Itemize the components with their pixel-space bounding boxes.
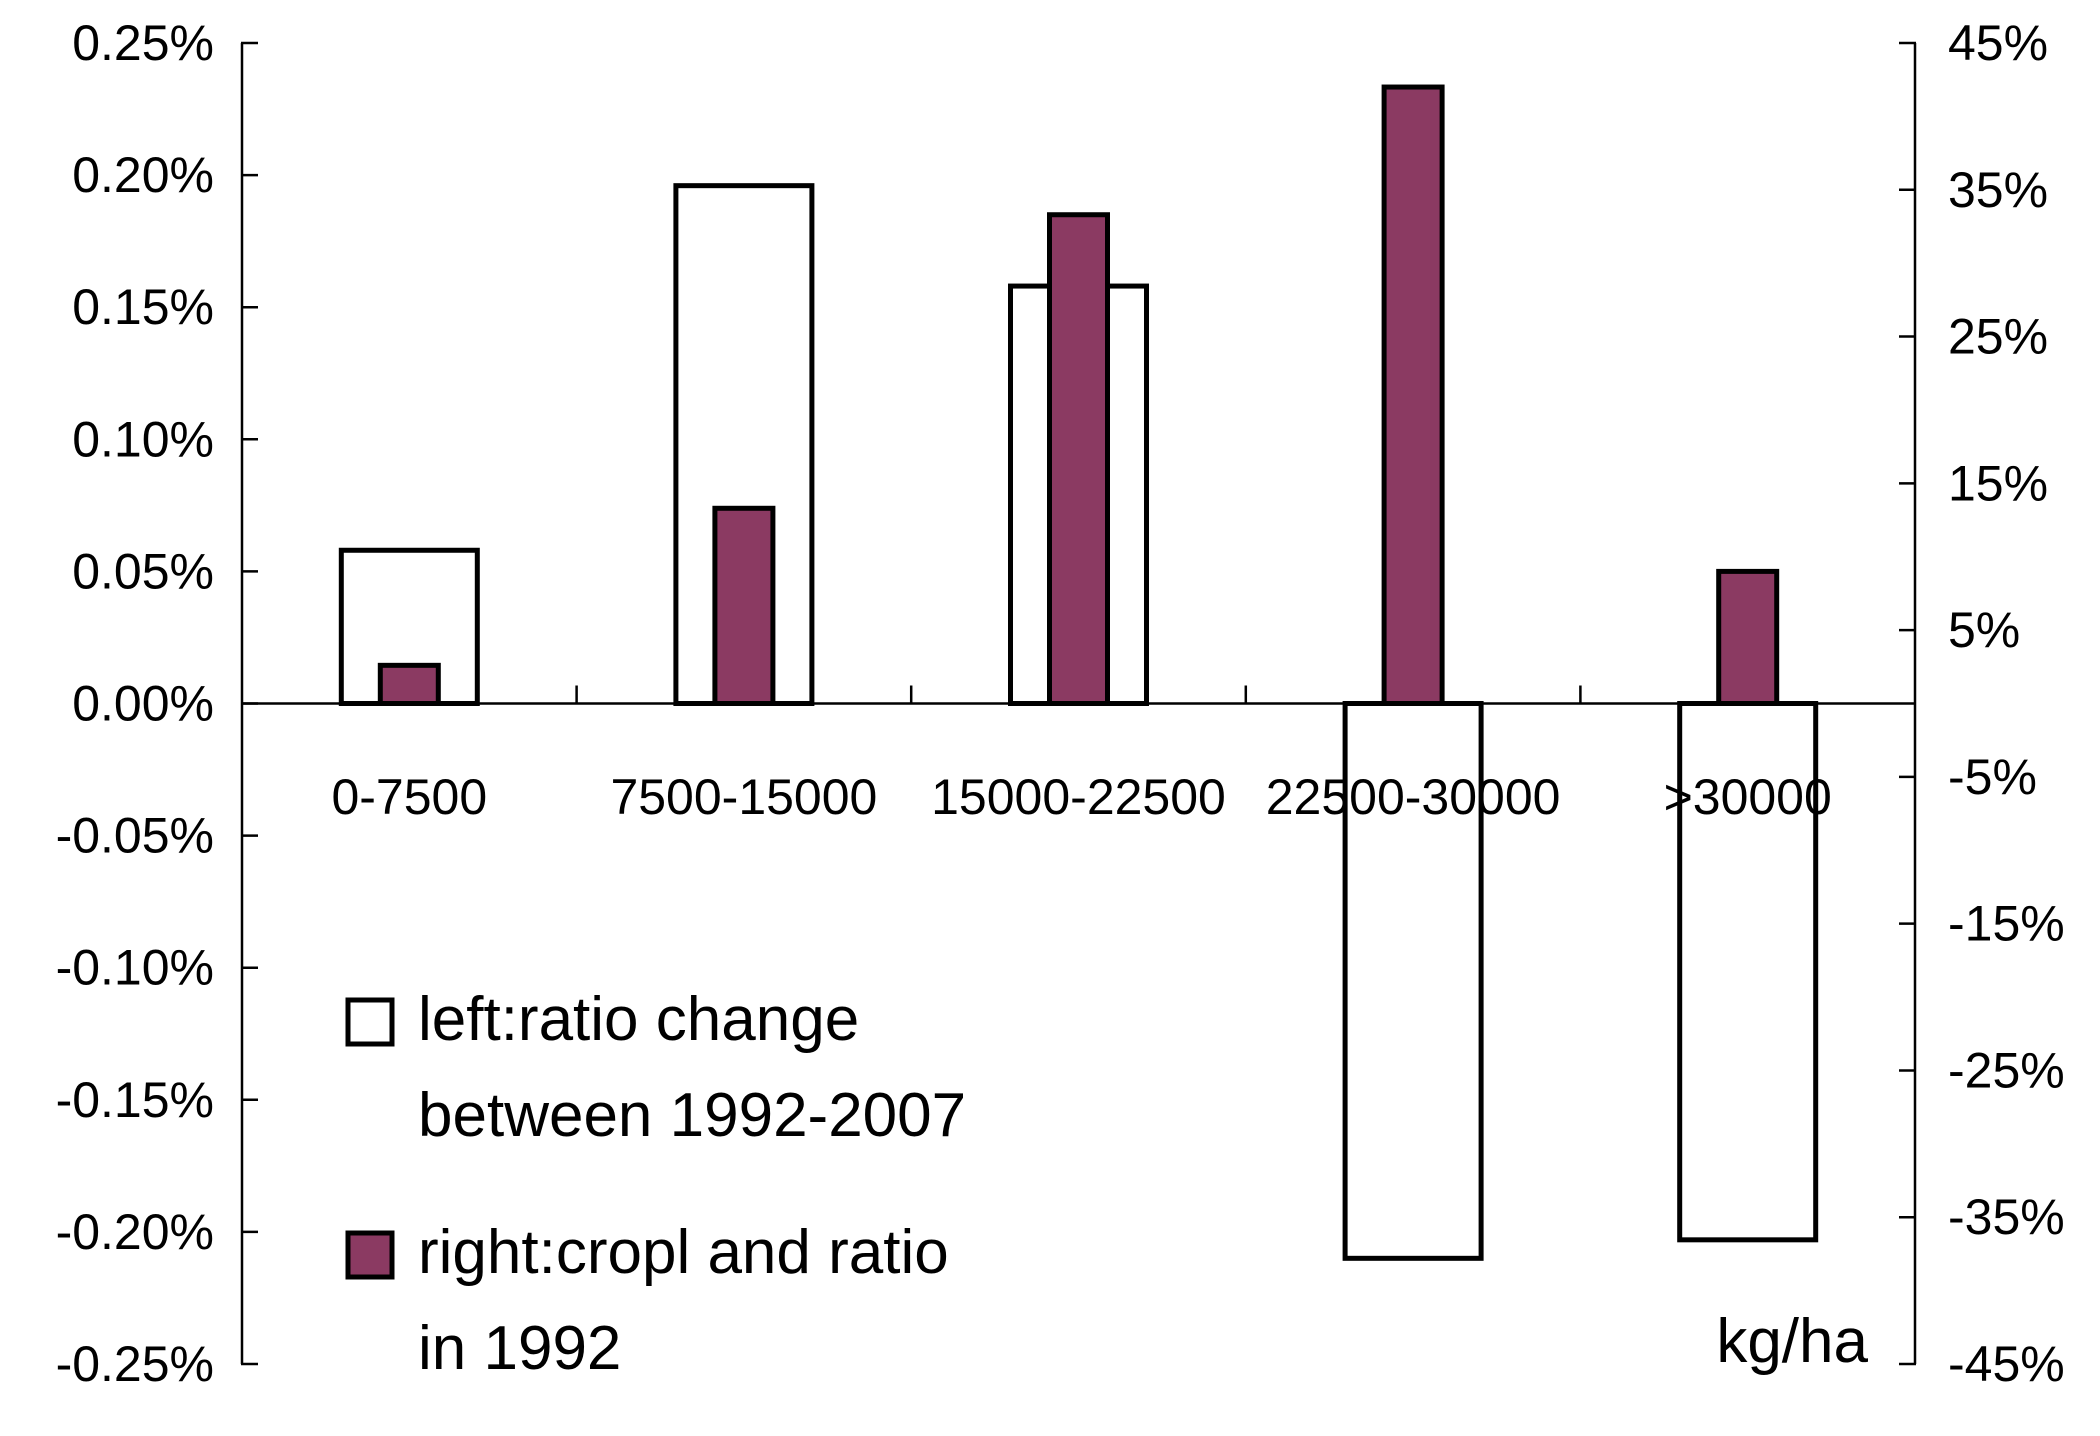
legend: left:ratio change between 1992-2007 right:…: [345, 985, 966, 1383]
left-tick-label: 0.25%: [72, 15, 214, 71]
right-tick-label: 5%: [1948, 602, 2020, 658]
bar-cropland-ratio: [1381, 84, 1445, 707]
legend-swatch: [345, 1230, 395, 1280]
right-tick-label: -5%: [1948, 749, 2037, 805]
x-unit-label: kg/ha: [1716, 1307, 1868, 1376]
category-label: 22500-30000: [1266, 769, 1561, 825]
legend-label: left:ratio change: [418, 985, 859, 1054]
left-tick-label: -0.20%: [56, 1204, 214, 1260]
bar-ratio-change: [1342, 701, 1484, 1261]
left-axis: 0.25% 0.20% 0.15% 0.10% 0.05% 0.00% -0.05% -0.1…: [56, 15, 258, 1392]
right-tick-label: 35%: [1948, 162, 2048, 218]
right-tick-label: -35%: [1948, 1189, 2065, 1245]
bars: [338, 84, 1819, 1261]
bar-cropland-ratio: [1047, 212, 1110, 706]
left-tick-label: -0.05%: [56, 808, 214, 864]
left-tick-label: 0.20%: [72, 147, 214, 203]
right-tick-label: 15%: [1948, 455, 2048, 511]
category-label: 7500-15000: [610, 769, 877, 825]
bar-cropland-ratio: [712, 505, 776, 706]
right-axis: 45% 35% 25% 15% 5% -5% -15% -25% -35% -45%: [1899, 15, 2065, 1392]
legend-swatch: [345, 997, 395, 1047]
left-tick-label: -0.25%: [56, 1336, 214, 1392]
x-axis: [242, 685, 1915, 705]
category-label: >30000: [1664, 769, 1832, 825]
right-tick-label: -45%: [1948, 1336, 2065, 1392]
category-labels: 0-7500 7500-15000 15000-22500 22500-30000 >3…: [331, 769, 1831, 825]
bar-cropland-ratio: [1716, 568, 1780, 707]
category-label: 0-7500: [331, 769, 487, 825]
left-tick-label: -0.15%: [56, 1072, 214, 1128]
left-tick-label: 0.15%: [72, 279, 214, 335]
right-tick-label: -25%: [1948, 1042, 2065, 1098]
legend-label: in 1992: [418, 1314, 621, 1383]
bar-ratio-change: [1677, 701, 1819, 1243]
legend-label: between 1992-2007: [418, 1081, 966, 1150]
bar-cropland-ratio: [377, 662, 441, 706]
left-tick-label: 0.10%: [72, 411, 214, 467]
legend-label: right:cropl and ratio: [418, 1218, 949, 1287]
right-tick-label: 25%: [1948, 309, 2048, 365]
right-tick-label: 45%: [1948, 15, 2048, 71]
left-tick-label: 0.05%: [72, 543, 214, 599]
left-tick-label: 0.00%: [72, 676, 214, 732]
right-tick-label: -15%: [1948, 896, 2065, 952]
left-tick-label: -0.10%: [56, 940, 214, 996]
category-label: 15000-22500: [931, 769, 1226, 825]
